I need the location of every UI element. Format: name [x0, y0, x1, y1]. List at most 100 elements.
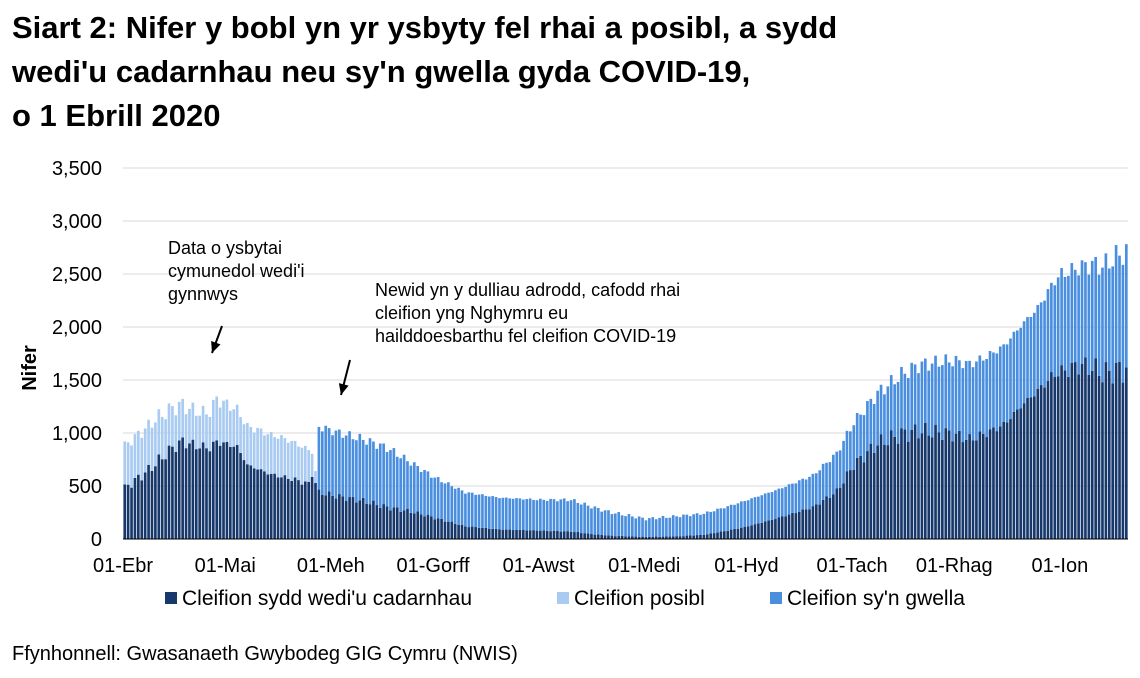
bar-confirmed	[399, 511, 403, 539]
bar-recovering	[1026, 317, 1029, 398]
bar-recovering	[702, 513, 706, 535]
bar-recovering	[658, 517, 661, 537]
bar-recovering	[569, 500, 573, 532]
bar-recovering	[593, 506, 597, 535]
bar-recovering	[351, 439, 355, 497]
bar-confirmed	[958, 430, 961, 539]
bar-confirmed	[1033, 396, 1036, 539]
bar-suspected	[160, 416, 164, 460]
bar-recovering	[430, 477, 433, 517]
bar-confirmed	[1118, 362, 1121, 539]
bar-confirmed	[641, 536, 644, 539]
bar-confirmed	[767, 520, 770, 539]
bar-recovering	[539, 498, 542, 531]
bar-confirmed	[545, 530, 549, 539]
bar-recovering	[423, 469, 426, 517]
bar-suspected	[147, 419, 150, 465]
bar-confirmed	[481, 527, 484, 539]
bar-recovering	[378, 443, 382, 508]
bar-confirmed	[777, 517, 781, 539]
bar-confirmed	[184, 448, 188, 539]
bar-suspected	[280, 435, 283, 478]
bar-recovering	[944, 354, 948, 429]
bar-confirmed	[651, 536, 655, 539]
bar-confirmed	[123, 484, 127, 539]
bar-confirmed	[1009, 419, 1012, 539]
bar-confirmed	[705, 534, 709, 539]
bar-confirmed	[1063, 370, 1067, 539]
bar-recovering	[951, 366, 954, 442]
bar-suspected	[310, 453, 314, 477]
bar-recovering	[1022, 321, 1026, 404]
bar-confirmed	[222, 442, 225, 539]
y-tick-label: 1,000	[52, 423, 102, 445]
bar-suspected	[235, 404, 239, 445]
bar-confirmed	[1026, 397, 1029, 539]
bar-recovering	[1097, 274, 1101, 376]
bar-confirmed	[903, 429, 907, 539]
bar-confirmed	[218, 445, 222, 539]
bar-confirmed	[675, 536, 678, 539]
bar-confirmed	[232, 446, 236, 539]
bar-confirmed	[1039, 385, 1043, 539]
bar-confirmed	[542, 530, 546, 539]
bar-recovering	[528, 498, 532, 531]
bar-recovering	[859, 414, 862, 456]
bar-confirmed	[808, 509, 811, 539]
bar-confirmed	[855, 457, 859, 539]
bar-confirmed	[177, 440, 181, 539]
bar-confirmed	[743, 526, 747, 539]
bar-recovering	[726, 506, 730, 531]
bar-confirmed	[515, 530, 518, 539]
bar-confirmed	[474, 527, 477, 539]
bar-confirmed	[787, 514, 791, 539]
bar-confirmed	[668, 536, 672, 539]
bar-confirmed	[344, 501, 348, 539]
bar-confirmed	[576, 532, 580, 539]
bar-confirmed	[552, 530, 556, 539]
bar-recovering	[1118, 255, 1121, 363]
bar-recovering	[1121, 264, 1125, 383]
bar-recovering	[348, 431, 351, 498]
bar-confirmed	[780, 516, 784, 539]
bar-recovering	[464, 493, 467, 527]
bar-confirmed	[225, 441, 229, 539]
bar-recovering	[1043, 300, 1046, 388]
bar-suspected	[143, 428, 147, 473]
bar-confirmed	[205, 448, 208, 539]
bar-confirmed	[627, 536, 631, 539]
bar-recovering	[988, 351, 992, 430]
bar-recovering	[576, 502, 580, 533]
bar-confirmed	[624, 536, 627, 539]
bar-suspected	[293, 440, 297, 478]
bar-confirmed	[450, 521, 454, 539]
bar-confirmed	[825, 496, 828, 539]
bar-confirmed	[1101, 382, 1104, 539]
bar-suspected	[130, 445, 133, 488]
bar-confirmed	[631, 536, 634, 539]
bar-recovering	[832, 454, 835, 495]
bar-confirmed	[402, 510, 406, 539]
bar-recovering	[671, 515, 675, 537]
bar-suspected	[273, 437, 276, 474]
bar-confirmed	[852, 470, 856, 539]
bar-recovering	[866, 401, 869, 452]
bar-recovering	[368, 438, 372, 505]
bar-suspected	[314, 471, 317, 483]
bar-recovering	[651, 517, 655, 537]
bar-confirmed	[688, 535, 692, 539]
bar-confirmed	[137, 474, 140, 539]
bar-recovering	[1002, 344, 1006, 422]
bar-confirmed	[1005, 422, 1009, 539]
x-tick-label: 01-Rhag	[916, 555, 993, 577]
bar-suspected	[242, 424, 246, 461]
bar-confirmed	[753, 524, 757, 539]
bar-recovering	[801, 478, 805, 510]
bar-recovering	[545, 500, 549, 531]
bar-recovering	[327, 428, 331, 492]
bar-suspected	[137, 430, 140, 475]
bar-recovering	[372, 441, 375, 501]
bar-suspected	[157, 409, 161, 455]
bar-recovering	[579, 504, 583, 534]
bar-confirmed	[327, 491, 331, 539]
